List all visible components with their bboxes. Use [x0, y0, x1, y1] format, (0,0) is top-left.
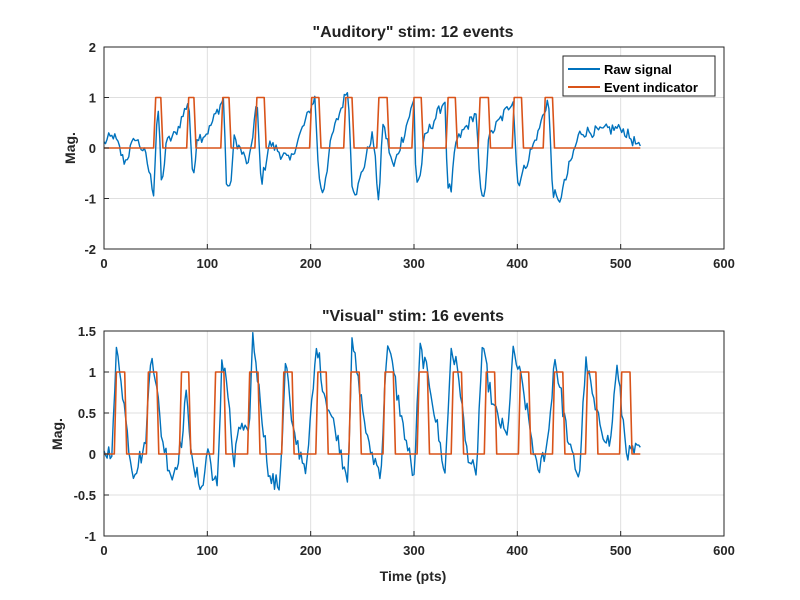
x-tick-label: 100 — [196, 256, 218, 271]
x-tick-label: 200 — [300, 543, 322, 558]
x-ticks: 0 100 200 300 400 500 600 — [100, 531, 735, 558]
y-tick-label: 0.5 — [78, 406, 96, 421]
subplot-visual: "Visual" stim: 16 events 0 100 200 300 400 50… — [49, 308, 735, 584]
y-tick-label: -1 — [84, 192, 96, 207]
y-tick-label: 2 — [89, 40, 96, 55]
legend-label-raw-signal: Raw signal — [604, 62, 672, 77]
x-tick-label: 400 — [506, 543, 528, 558]
y-tick-label: 0 — [89, 447, 96, 462]
y-tick-label: 1.5 — [78, 324, 96, 339]
series-layer — [103, 332, 641, 491]
x-tick-label: 300 — [403, 256, 425, 271]
x-tick-label: 600 — [713, 256, 735, 271]
series-layer — [103, 92, 641, 203]
series-raw-signal — [103, 92, 641, 203]
y-tick-label: 1 — [89, 91, 96, 106]
y-axis-label: Mag. — [62, 132, 78, 164]
subplot-title: "Auditory" stim: 12 events — [313, 24, 514, 41]
y-axis-label: Mag. — [49, 418, 65, 450]
x-tick-label: 0 — [100, 256, 107, 271]
series-event-indicator — [104, 371, 641, 455]
x-ticks: 0 100 200 300 400 500 600 — [100, 244, 735, 271]
y-tick-label: 0 — [89, 141, 96, 156]
series-raw-signal — [103, 332, 641, 491]
legend-label-event-indicator: Event indicator — [604, 80, 698, 95]
x-tick-label: 500 — [610, 543, 632, 558]
x-axis-label: Time (pts) — [380, 568, 447, 584]
y-tick-label: -2 — [84, 242, 96, 257]
legend[interactable]: Raw signal Event indicator — [562, 55, 716, 97]
x-tick-label: 500 — [610, 256, 632, 271]
legend-box — [562, 55, 716, 97]
y-ticks: -2 -1 0 1 2 — [84, 40, 109, 257]
x-tick-label: 400 — [506, 256, 528, 271]
x-tick-label: 0 — [100, 543, 107, 558]
y-ticks: -1 -0.5 0 0.5 1 1.5 — [74, 324, 109, 544]
y-tick-label: 1 — [89, 365, 96, 380]
x-tick-label: 300 — [403, 543, 425, 558]
y-tick-label: -0.5 — [74, 488, 96, 503]
x-tick-label: 100 — [196, 543, 218, 558]
y-tick-label: -1 — [84, 529, 96, 544]
x-tick-label: 200 — [300, 256, 322, 271]
subplot-title: "Visual" stim: 16 events — [322, 308, 504, 325]
subplot-auditory: "Auditory" stim: 12 events 0 100 200 300 400… — [62, 24, 735, 271]
x-tick-label: 600 — [713, 543, 735, 558]
series-event-indicator — [104, 96, 641, 149]
